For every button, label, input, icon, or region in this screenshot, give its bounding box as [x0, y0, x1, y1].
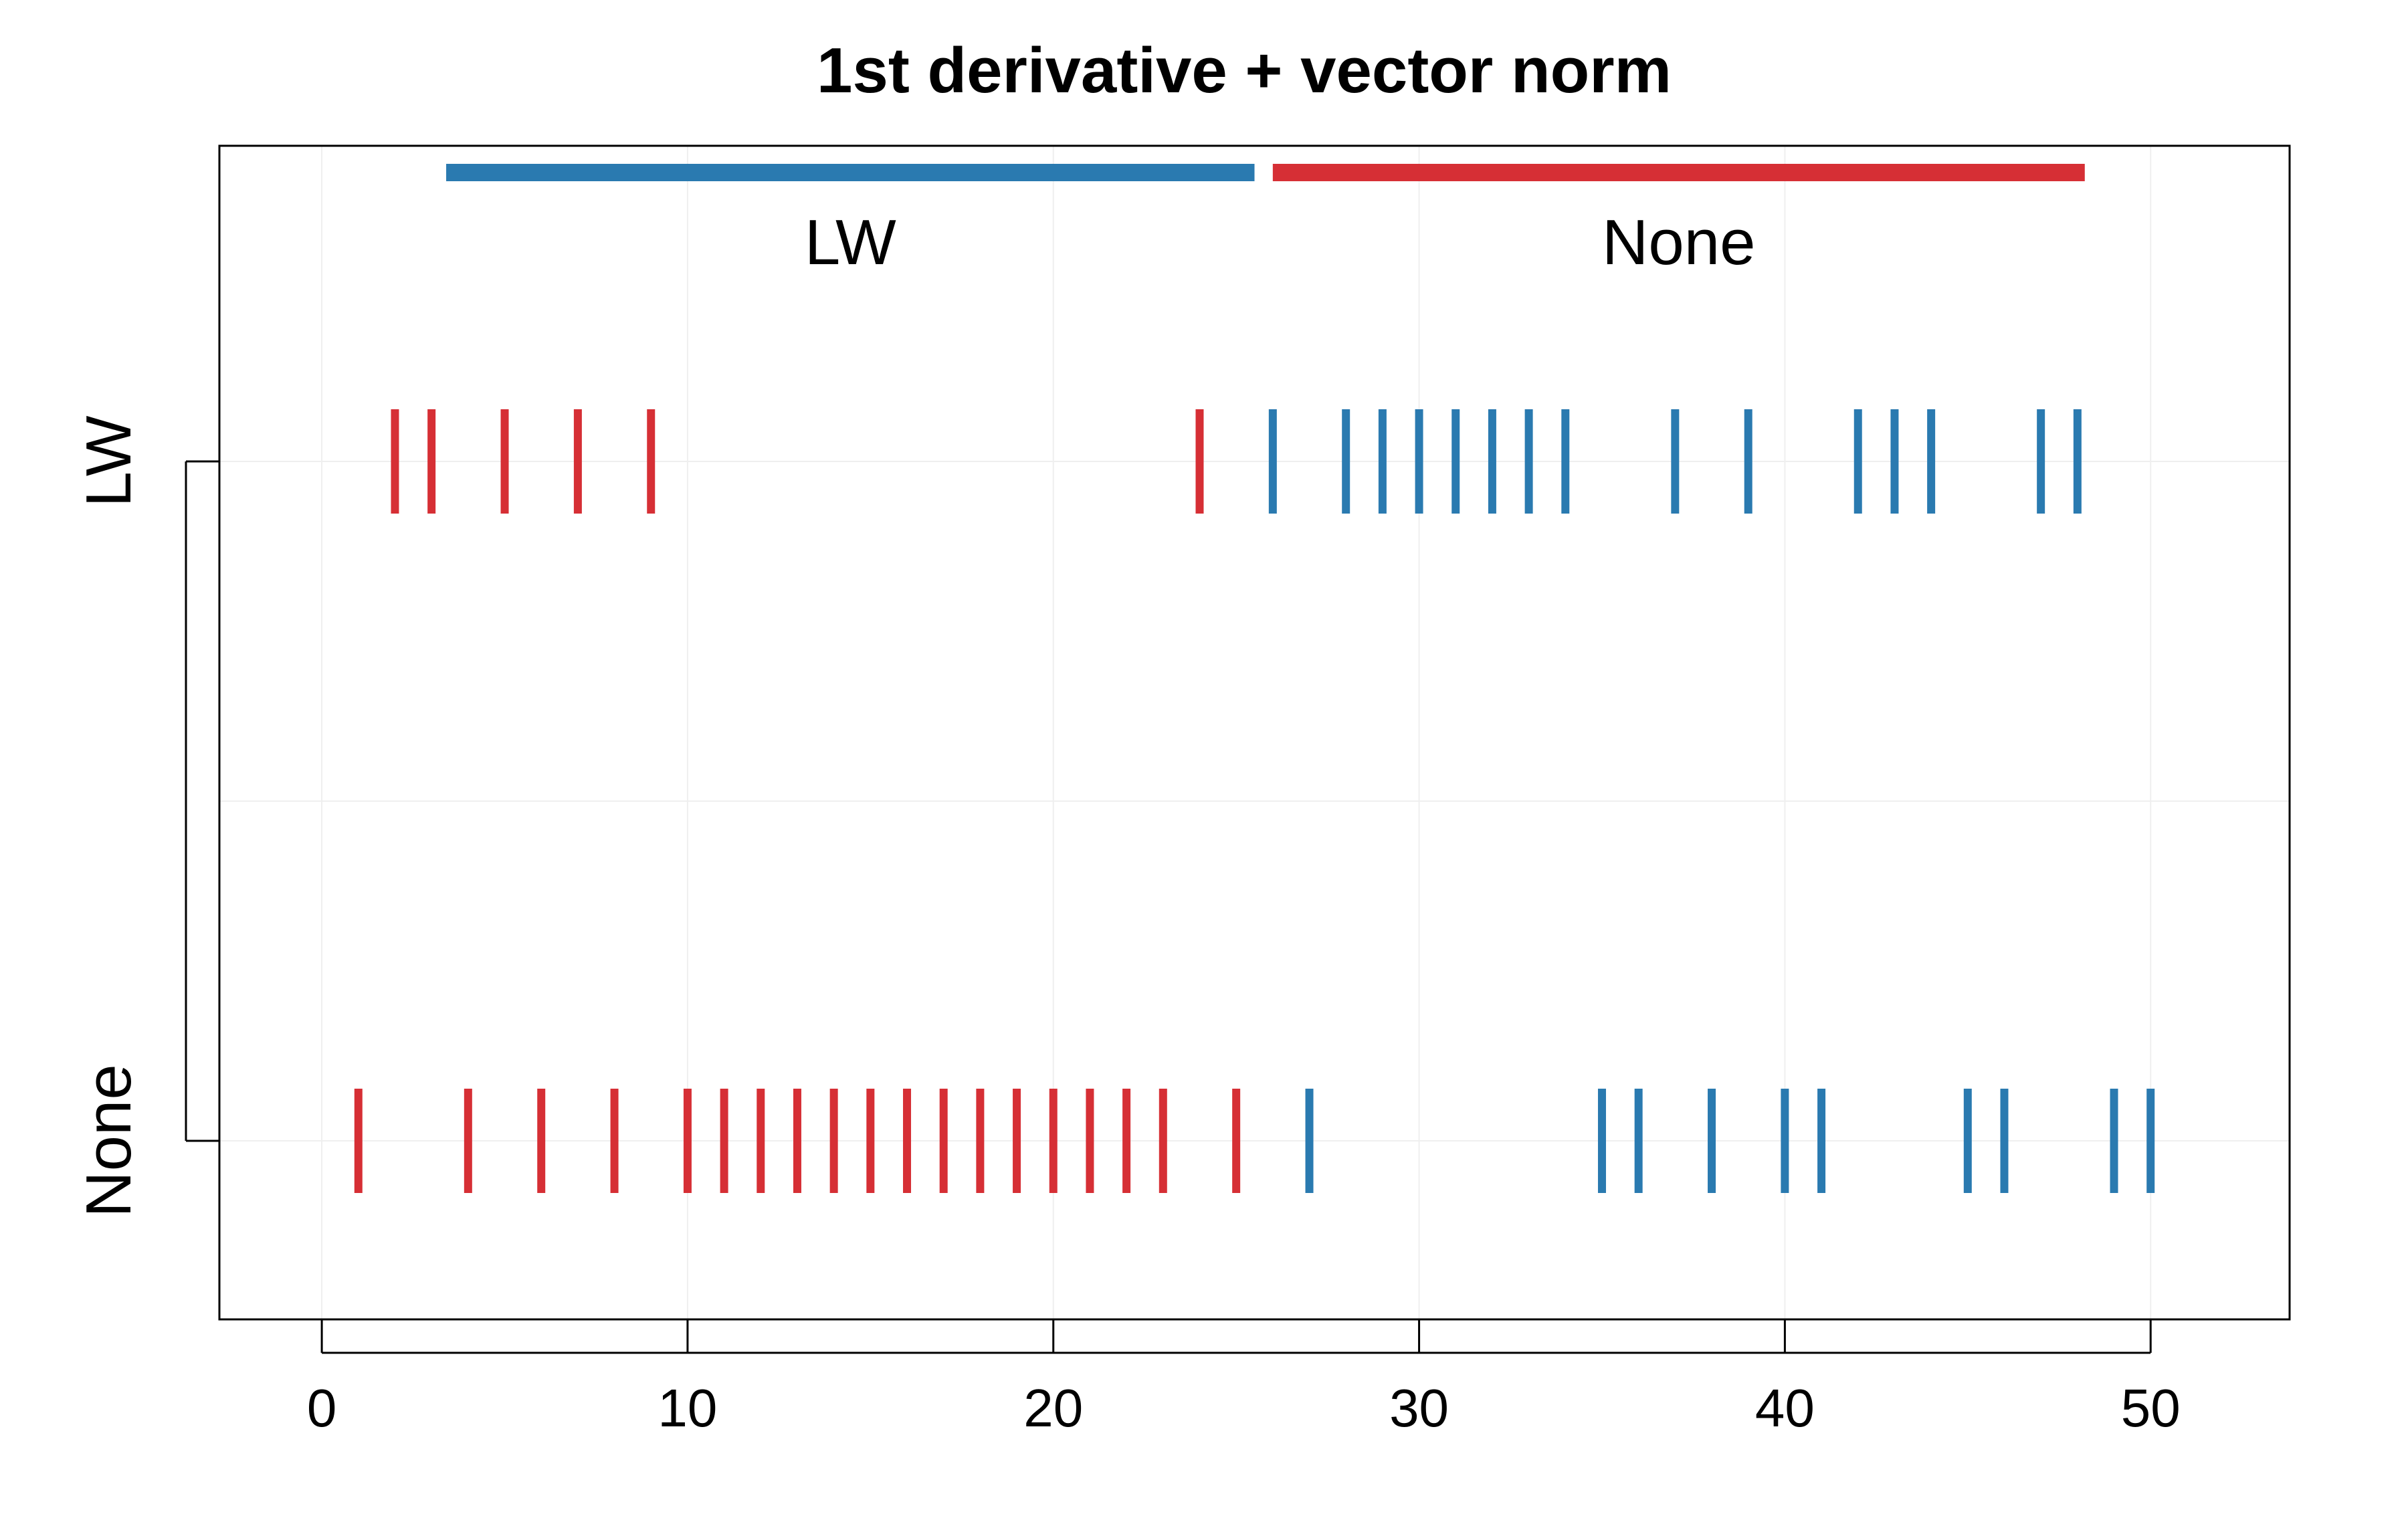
x-tick-label: 50 [2121, 1378, 2181, 1438]
x-tick-label: 10 [658, 1378, 717, 1438]
strip-marks [354, 409, 2155, 1193]
y-tick-label-lw: LW [73, 415, 144, 507]
grid-lines [219, 146, 2290, 1319]
group-label-none: None [1602, 207, 1756, 278]
chart-title: 1st derivative + vector norm [817, 35, 1672, 106]
group-label-lw: LW [805, 207, 896, 278]
plot-frame [218, 144, 2291, 1321]
x-tick-label: 40 [1755, 1378, 1815, 1438]
axes: 0 10 20 30 40 50 LW None [73, 415, 2181, 1438]
x-tick-label: 30 [1389, 1378, 1449, 1438]
group-bars: LW None [446, 164, 2085, 278]
y-tick-label-none: None [73, 1064, 144, 1218]
x-tick-label: 0 [307, 1378, 337, 1438]
x-tick-label: 20 [1023, 1378, 1083, 1438]
